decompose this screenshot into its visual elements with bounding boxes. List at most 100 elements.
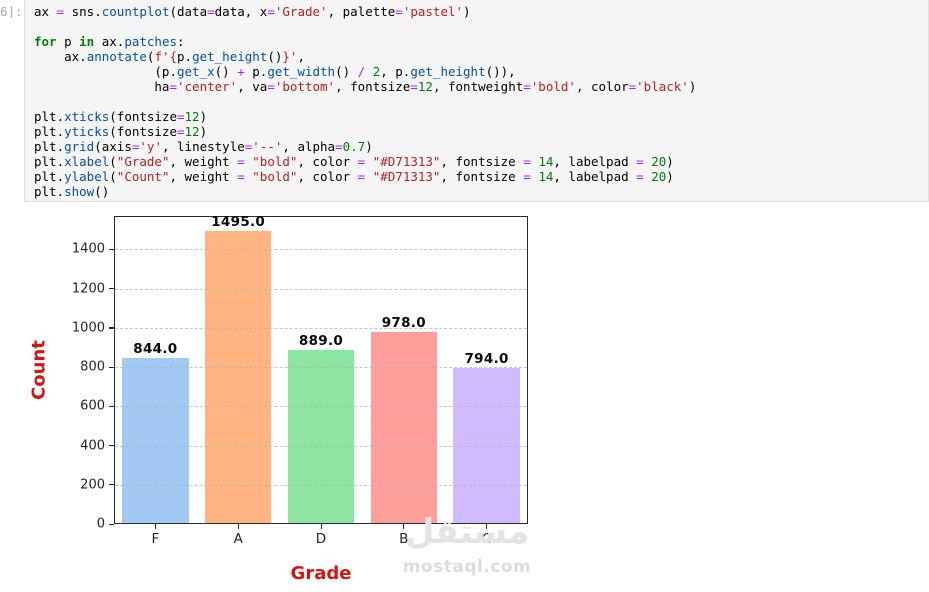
code-token: '--' [252,139,283,154]
y-tick-label: 800 [80,359,105,375]
code-token: , labelpad [553,169,637,184]
code-line: ax = sns.countplot(data=data, x='Grade',… [34,4,922,19]
code-token: ylabel [64,169,110,184]
code-token: 'bottom' [274,79,336,94]
code-token: = [131,139,140,154]
code-token: = [267,4,275,19]
code-token: , linestyle [161,139,245,154]
code-token: get_height [410,64,486,79]
code-token: ) [688,79,697,94]
y-tick-mark [109,248,114,251]
code-token: ( [146,49,155,64]
code-token: ()), [485,64,516,79]
code-token: = [523,154,531,169]
code-token: "#D71313" [372,154,441,169]
x-tick-mark [320,524,322,529]
code-token: plt. [34,124,65,139]
code-token: , fontsize [335,79,411,94]
code-token: "bold" [252,154,298,169]
code-token: = [357,154,366,169]
code-token: = [523,169,531,184]
code-line: plt.ylabel("Count", weight = "bold", col… [34,169,922,184]
y-tick-label: 1000 [71,320,105,336]
code-token: = [636,154,644,169]
code-token: () [335,64,358,79]
code-token: countplot [101,4,170,19]
code-token: = [636,169,644,184]
code-token: p. [177,49,193,64]
code-token: , color [575,79,629,94]
y-gridline [115,288,527,290]
code-token: = [237,154,245,169]
y-gridline [115,445,527,447]
code-token: 12 [184,109,200,124]
code-line: for p in ax.patches: [34,34,922,49]
code-token: ha [34,79,170,94]
code-token: 14 [538,169,554,184]
code-token: ax. [94,34,125,49]
code-token: plt. [34,139,65,154]
code-token: = [267,79,275,94]
bar-value-label: 794.0 [464,351,509,368]
code-token: , fontsize [440,169,524,184]
code-token: ) [666,169,674,184]
code-token: , p. [380,64,411,79]
x-tick-label: D [315,531,327,547]
code-token: ( [109,154,117,169]
code-editor[interactable]: ax = sns.countplot(data=data, x='Grade',… [25,0,928,201]
y-tick-mark [109,445,114,447]
code-token: + [237,64,245,79]
code-token: plt. [34,154,65,169]
code-token: 12 [417,79,433,94]
y-tick-label: 200 [80,477,105,493]
y-gridline [115,367,527,369]
code-token: () [214,64,238,79]
code-token: "Grade" [116,154,170,169]
code-token: (p. [34,64,177,79]
code-token: () [94,184,110,199]
code-token: 'Grade' [274,4,328,19]
code-line: (p.get_x() + p.get_width() / 2, p.get_he… [34,64,922,79]
code-cell: ax = sns.countplot(data=data, x='Grade',… [24,0,929,202]
x-tick-label: F [151,531,160,547]
x-tick-label: B [399,531,409,547]
code-token: , alpha [282,139,336,154]
x-axis-label: Grade [290,563,352,584]
y-tick-label: 0 [96,516,105,532]
y-tick-label: 600 [80,398,105,414]
code-token: = [177,124,185,139]
code-token: / [357,64,366,79]
code-token: f'{ [154,49,178,64]
code-token: get_width [267,64,336,79]
code-token: grid [64,139,95,154]
code-token: , va [237,79,268,94]
y-gridline [115,406,527,408]
code-token: 12 [184,124,200,139]
y-tick-mark [109,405,114,407]
code-token: "#D71313" [372,169,441,184]
code-token: ) [199,109,208,124]
code-line: ha='center', va='bottom', fontsize=12, f… [34,79,922,94]
y-tick-label: 1200 [71,281,105,297]
code-token: p. [244,64,268,79]
code-token: 'center' [177,79,238,94]
code-token: 20 [651,169,667,184]
code-token: = [523,79,531,94]
code-token: ) [463,4,471,19]
code-token: plt. [34,184,65,199]
y-tick-mark [109,288,114,290]
y-tick-label: 400 [80,438,105,454]
code-line: plt.xticks(fontsize=12) [34,109,922,124]
code-line: ax.annotate(f'{p.get_height()}', [34,49,922,64]
code-token: , fontweight [432,79,524,94]
code-token: = [244,139,253,154]
code-token: , fontsize [440,154,524,169]
code-line: plt.show() [34,184,922,199]
code-token: , weight [169,154,238,169]
code-token: (axis [94,139,132,154]
code-token: ax. [34,49,87,64]
y-tick-label: 1400 [71,241,105,257]
code-token: 2 [372,64,381,79]
code-token: plt. [34,169,65,184]
code-token: p [56,34,80,49]
